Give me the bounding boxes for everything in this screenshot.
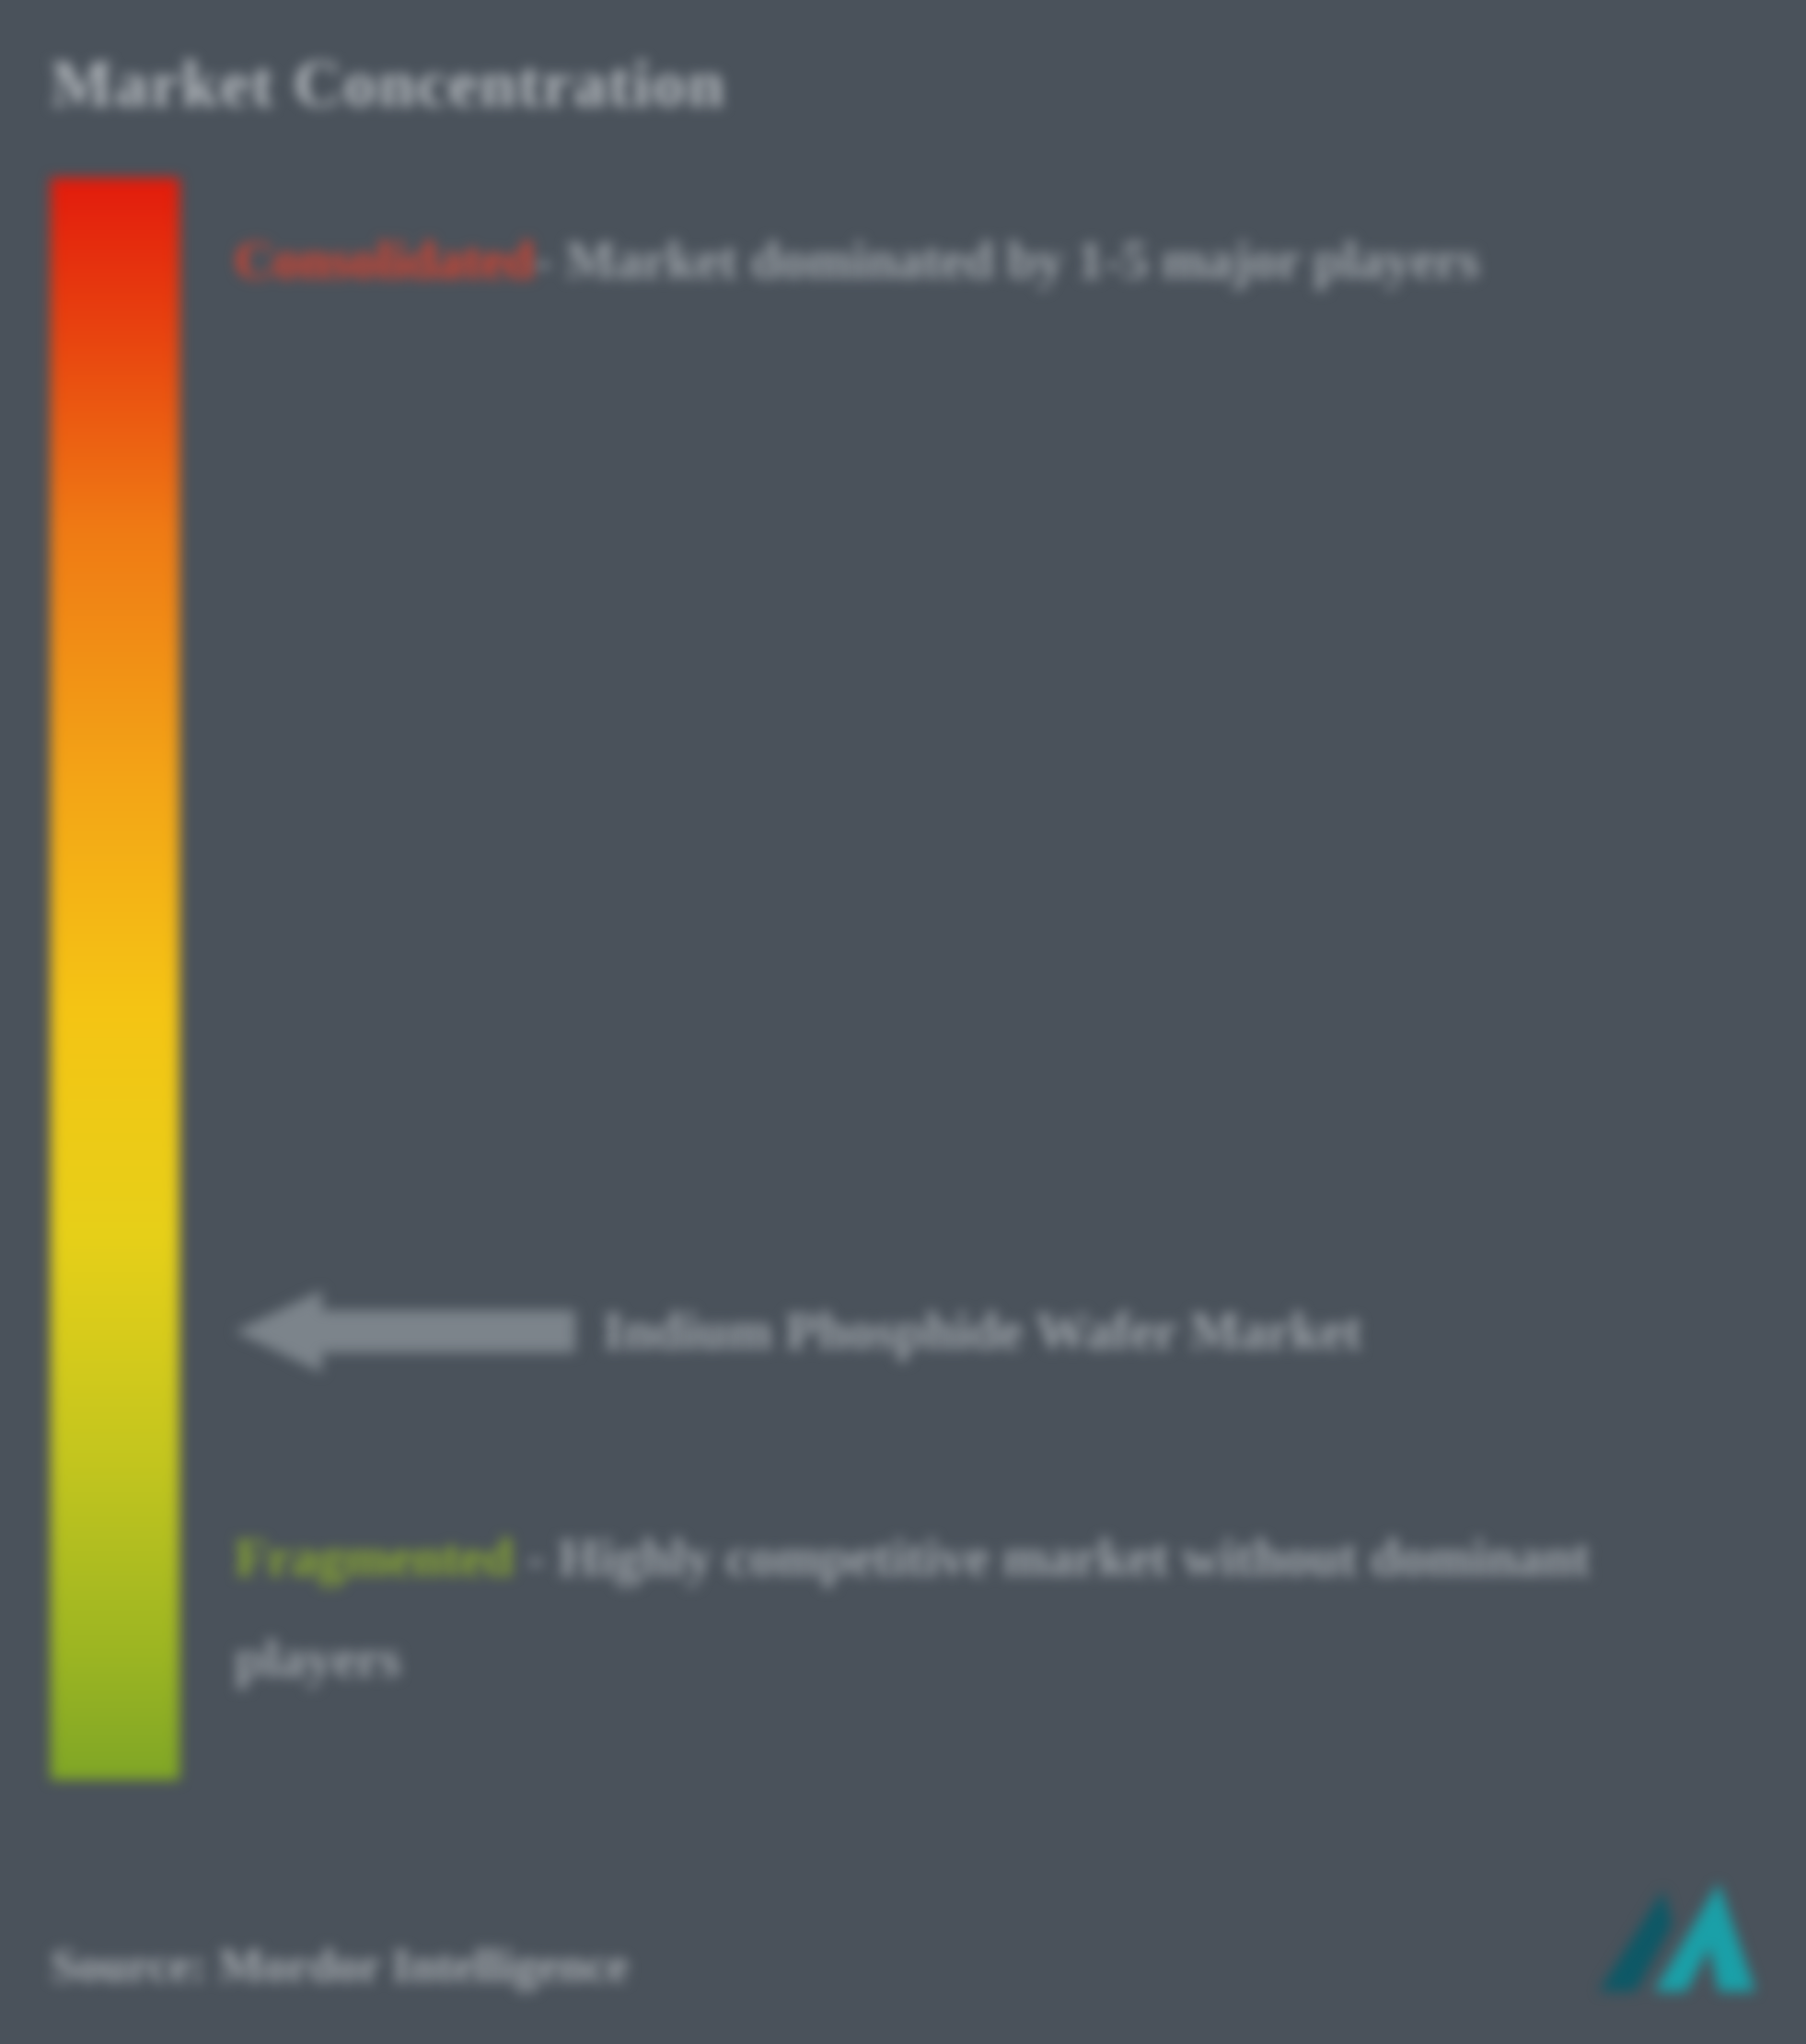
page-title: Market Concentration	[51, 46, 1755, 122]
source-attribution: Source: Mordor Intelligence	[51, 1939, 629, 1993]
consolidated-description: - Market dominated by 1-5 major players	[535, 230, 1480, 290]
brand-logo-icon	[1599, 1883, 1755, 1993]
arrow-left-icon	[235, 1290, 575, 1373]
fragmented-label: Fragmented	[235, 1527, 514, 1587]
market-label: Indium Phosphide Wafer Market	[603, 1300, 1361, 1362]
fragmented-block: Fragmented - Highly competitive market w…	[235, 1507, 1719, 1710]
logo-shape-right	[1654, 1883, 1755, 1992]
market-pointer: Indium Phosphide Wafer Market	[235, 1290, 1361, 1373]
logo-shape-left	[1599, 1890, 1673, 1992]
concentration-gradient-bar	[51, 178, 179, 1780]
infographic-container: Market Concentration Consolidated- Marke…	[0, 0, 1806, 2044]
footer: Source: Mordor Intelligence	[51, 1883, 1755, 1993]
consolidated-block: Consolidated- Market dominated by 1-5 ma…	[235, 210, 1719, 311]
consolidated-label: Consolidated	[235, 230, 535, 290]
text-column: Consolidated- Market dominated by 1-5 ma…	[179, 178, 1755, 1780]
arrow-polygon	[235, 1290, 575, 1373]
content-area: Consolidated- Market dominated by 1-5 ma…	[51, 178, 1755, 1780]
